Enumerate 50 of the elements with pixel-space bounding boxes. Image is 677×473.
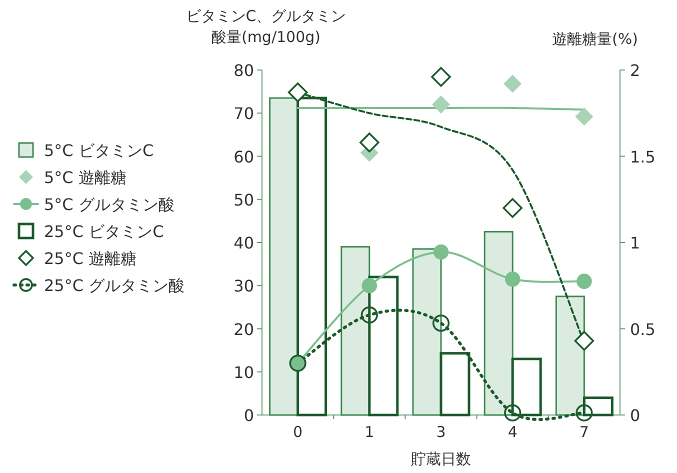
bar — [484, 230, 514, 416]
y-tick-label: 30 — [234, 276, 254, 296]
y2-tick-label: 1 — [630, 234, 640, 252]
point — [504, 272, 520, 287]
point — [432, 96, 450, 114]
point — [504, 404, 522, 422]
x-tick-label: 1 — [364, 423, 374, 441]
y-tick-label: 0 — [244, 406, 254, 425]
y-tick-label: 20 — [234, 320, 254, 339]
legend-label: 25°C 遊離糖 — [44, 249, 137, 268]
y2-tick-label: 1.5 — [630, 147, 656, 166]
point — [576, 404, 593, 422]
point — [431, 67, 451, 87]
y-tick-label: 10 — [234, 362, 254, 382]
legend-label: 25°C ビタミンC — [44, 222, 164, 241]
point — [575, 108, 594, 126]
point — [576, 274, 592, 289]
y-tick-label: 80 — [234, 61, 254, 80]
point — [433, 244, 449, 260]
y2-tick-label: 2 — [630, 61, 640, 80]
y-tick-label: 70 — [234, 104, 254, 124]
legend-label: 5°C グルタミン酸 — [44, 195, 174, 214]
bar — [269, 97, 299, 416]
y-tick-label: 40 — [234, 234, 254, 252]
x-tick-label: 4 — [508, 423, 518, 441]
point — [288, 82, 308, 102]
y2-axis-title: 遊離糖量(%) — [552, 30, 638, 49]
point — [432, 314, 450, 332]
x-tick-label: 0 — [293, 423, 303, 441]
y-axis-title: ビタミンC、グルタミン酸量(mg/100g) — [184, 6, 348, 48]
x-axis-title: 貯蔵日数 — [411, 450, 471, 468]
legend-label: 25°C グルタミン酸 — [44, 276, 185, 295]
bar — [412, 248, 442, 416]
bar — [340, 246, 370, 416]
y2-tick-label: 0 — [630, 406, 640, 425]
y2-tick-label: 0.5 — [630, 320, 656, 339]
y-tick-label: 50 — [234, 190, 254, 210]
x-tick-label: 7 — [579, 423, 589, 441]
x-tick-label: 3 — [436, 423, 446, 441]
point — [504, 74, 522, 93]
point — [360, 306, 378, 324]
legend-label: 5°C 遊離糖 — [44, 168, 126, 187]
point — [502, 198, 522, 218]
point — [362, 278, 378, 294]
y-tick-label: 60 — [234, 147, 254, 166]
bar — [440, 352, 470, 416]
legend-label: 5°C ビタミンC — [44, 141, 154, 160]
point — [574, 330, 594, 351]
bar — [555, 296, 585, 416]
point — [360, 132, 380, 152]
